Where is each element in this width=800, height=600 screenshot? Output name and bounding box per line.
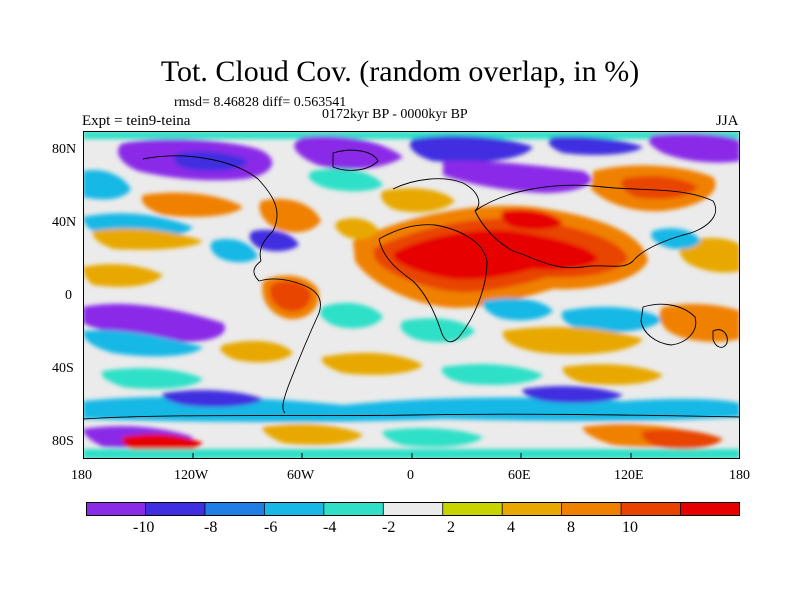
colorbar-box [561,502,622,516]
lon-label-180e: 180 [729,468,750,483]
map-title: Tot. Cloud Cov. (random overlap, in %) [160,55,640,88]
lon-label-60w: 60W [287,468,315,483]
map-panel [83,131,740,459]
colorbar-box [382,502,444,516]
colorbar-box [204,502,266,516]
colorbar-label-8: 8 [567,519,575,536]
colorbar-label-2: 2 [447,519,455,536]
lon-label-120w: 120W [174,468,209,483]
colorbar-label-minus4: -4 [323,519,337,536]
colorbar-label-minus2: -2 [382,519,396,536]
colorbar-box [323,502,385,516]
map-ticks [192,453,632,459]
experiment-label: Expt = tein9-teina [82,113,191,129]
colorbar-box [86,502,147,516]
colorbar-box [501,502,563,516]
colorbar-box [145,502,206,516]
colorbar-label-minus8: -8 [204,519,218,536]
lat-label-80s: 80S [52,434,74,449]
lat-label-40n: 40N [52,215,77,230]
colorbar-box [620,502,682,516]
colorbar-box [442,502,504,516]
cloud-anomaly-field [83,131,740,459]
colorbar-box [263,502,325,516]
lon-label-120e: 120E [614,468,644,483]
colorbar-box [680,502,740,516]
lon-label-180w: 180 [71,468,92,483]
lat-label-40s: 40S [52,361,74,376]
colorbar-label-minus6: -6 [264,519,278,536]
lat-label-80n: 80N [52,142,77,157]
period-label: 0172kyr BP - 0000kyr BP [322,107,468,122]
lon-label-0: 0 [407,468,414,483]
stats-line: rmsd= 8.46828 diff= 0.563541 [174,95,347,110]
lon-label-60e: 60E [508,468,531,483]
colorbar [86,502,740,516]
coastlines [83,149,740,420]
lat-label-0: 0 [65,288,72,303]
season-label: JJA [716,113,739,129]
colorbar-label-minus10: -10 [133,519,155,536]
colorbar-label-4: 4 [507,519,515,536]
colorbar-label-10: 10 [622,519,638,536]
